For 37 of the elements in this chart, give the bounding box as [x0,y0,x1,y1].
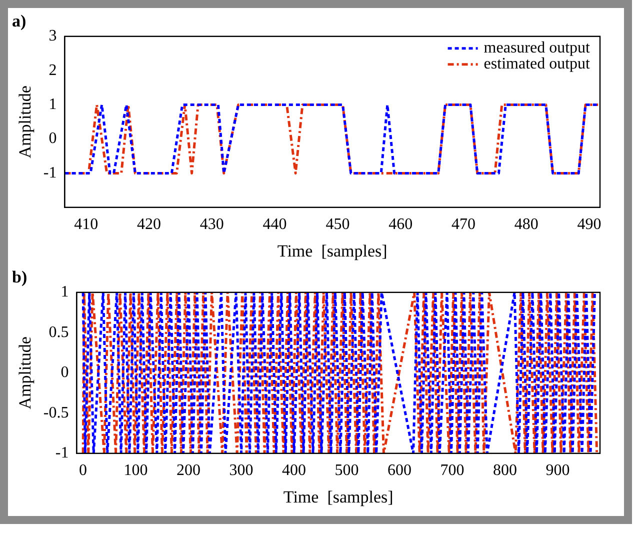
y-tick-label: 1 [60,284,69,301]
x-tick-label: 430 [200,216,224,234]
x-axis-title: Time [samples] [283,487,394,506]
x-tick-label: 200 [176,462,201,480]
x-tick-label: 600 [388,462,412,480]
legend-label: estimated output [484,56,591,73]
x-tick-label: 420 [137,216,162,234]
y-tick-label: 3 [48,28,57,45]
x-tick-label: 100 [124,462,148,480]
y-tick-label: 2 [48,62,57,79]
y-tick-label: 0 [48,130,57,148]
y-tick-label: -0.5 [43,404,69,422]
x-tick-label: 400 [282,462,306,480]
x-tick-label: 0 [79,462,88,480]
y-tick-label: 0.5 [48,324,69,341]
y-tick-label: 0 [60,364,69,382]
x-tick-label: 480 [514,216,538,234]
x-tick-label: 440 [262,216,287,234]
chart-title: b) [12,268,28,287]
x-tick-label: 470 [452,216,476,234]
x-tick-label: 800 [493,462,518,480]
x-tick-label: 490 [577,216,602,234]
x-tick-label: 300 [229,462,254,480]
x-tick-label: 460 [388,216,413,234]
y-tick-label: 1 [48,96,57,114]
y-axis-title: Amplitude [16,86,35,158]
x-axis-title: Time [samples] [277,241,388,260]
y-axis-title: Amplitude [16,336,35,410]
x-tick-label: 410 [74,216,98,234]
x-tick-label: 700 [440,462,464,480]
y-tick-label: -1 [43,164,57,182]
y-tick-label: -1 [55,444,69,462]
legend-label: measured output [484,40,591,57]
chart-title: a) [12,12,26,31]
x-tick-label: 900 [546,462,570,480]
x-tick-label: 500 [334,462,359,480]
x-tick-label: 450 [326,216,350,234]
